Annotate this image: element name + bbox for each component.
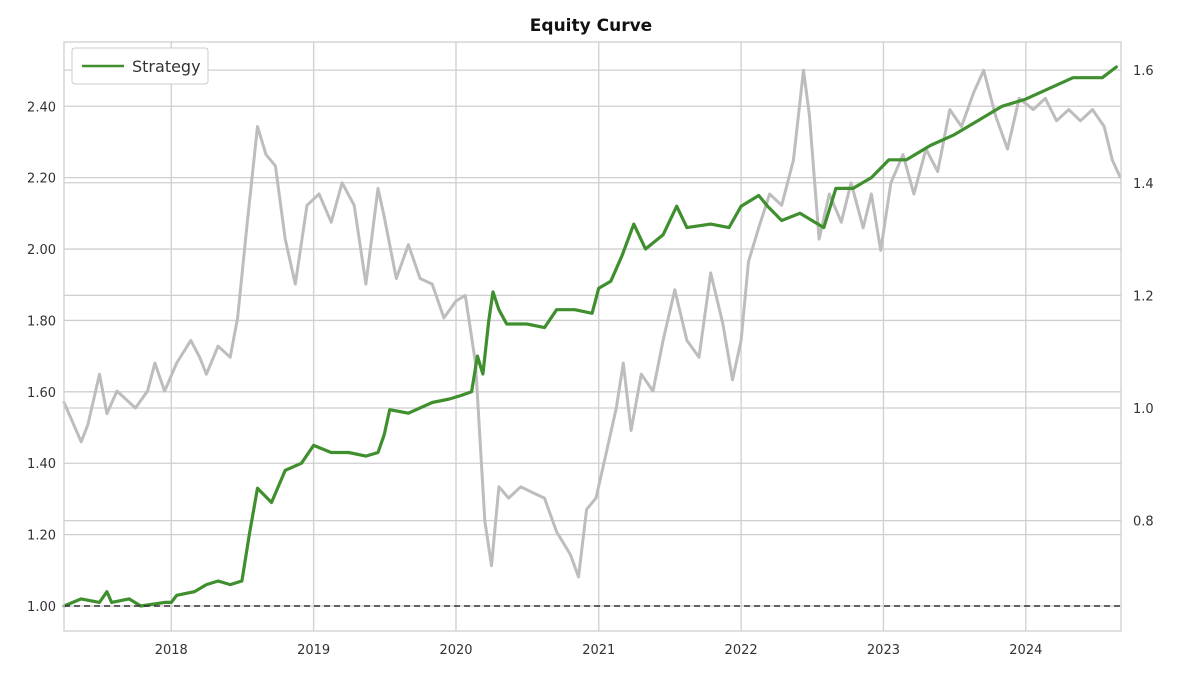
y-tick-label-left: 1.60	[27, 386, 56, 401]
strategy-series-line	[62, 65, 1118, 608]
x-tick-label: 2020	[439, 643, 472, 658]
y-tick-label-left: 2.20	[27, 172, 56, 187]
x-tick-label: 2022	[725, 643, 758, 658]
y-tick-label-left: 1.40	[27, 457, 56, 472]
axis-layer: 1.00 1.20 1.40 1.60 1.80 2.00 2.20 2.40 0.8 1.0 1.…	[27, 41, 1154, 658]
x-tick-label: 2021	[582, 643, 615, 658]
legend-label: Strategy	[132, 57, 201, 76]
x-tick-label: 2024	[1009, 643, 1042, 658]
y-tick-label-right: 1.4	[1133, 177, 1154, 192]
y-tick-label-right: 0.8	[1133, 515, 1154, 530]
y-tick-label-right: 1.2	[1133, 289, 1154, 304]
legend: Strategy	[71, 47, 209, 85]
x-tick-label: 2019	[297, 643, 330, 658]
y-tick-label-left: 2.40	[27, 100, 56, 115]
y-tick-label-right: 1.0	[1133, 402, 1154, 417]
x-tick-label: 2018	[155, 643, 188, 658]
benchmark-series-line	[62, 68, 1122, 579]
legend-box	[71, 47, 209, 85]
y-tick-label-right: 1.6	[1133, 64, 1154, 79]
y-tick-label-left: 2.00	[27, 243, 56, 258]
plot-frame	[63, 41, 1122, 632]
y-tick-label-left: 1.20	[27, 529, 56, 544]
x-tick-label: 2023	[867, 643, 900, 658]
y-tick-label-left: 1.00	[27, 600, 56, 615]
y-tick-label-left: 1.80	[27, 314, 56, 329]
series-layer	[62, 65, 1122, 608]
chart-title: Equity Curve	[530, 16, 652, 36]
